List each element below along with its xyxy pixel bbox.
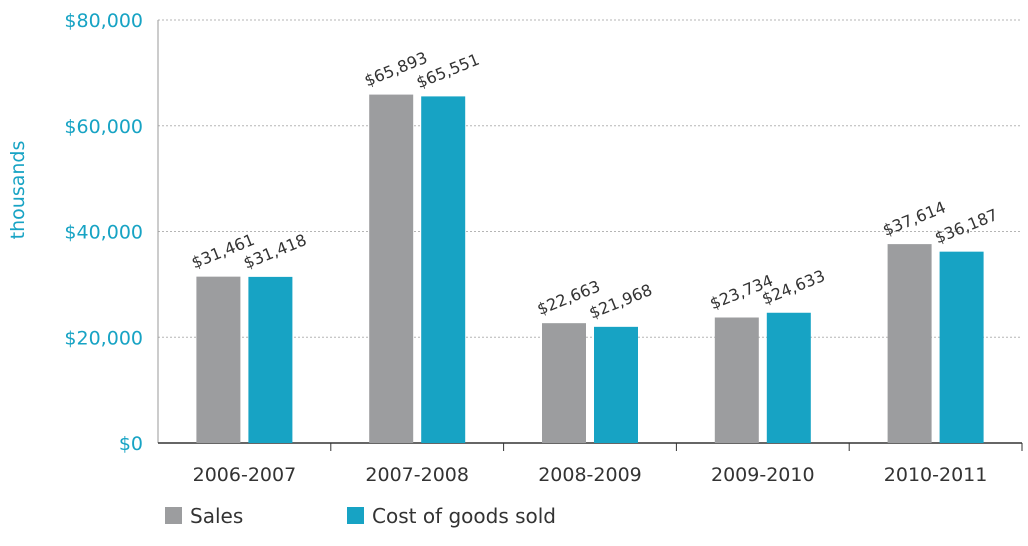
legend-swatch <box>165 507 182 524</box>
y-axis-title: thousands <box>7 141 29 240</box>
x-tick-label: 2009-2010 <box>711 464 815 486</box>
x-tick-label: 2010-2011 <box>884 464 988 486</box>
legend-label: Cost of goods sold <box>372 504 556 528</box>
x-tick-label: 2007-2008 <box>365 464 469 486</box>
bar-sales <box>542 323 586 443</box>
bar-cost-of-goods-sold <box>248 276 293 443</box>
bar-cost-of-goods-sold <box>766 312 811 443</box>
bar-cost-of-goods-sold <box>594 326 638 443</box>
data-label: $24,633 <box>759 266 827 308</box>
legend-swatch <box>347 507 364 524</box>
x-tick-label: 2008-2009 <box>538 464 642 486</box>
bar-cost-of-goods-sold <box>939 251 984 443</box>
bar-sales <box>887 244 932 443</box>
y-tick-label: $60,000 <box>64 116 143 138</box>
bars <box>196 94 984 444</box>
bar-sales <box>714 317 759 443</box>
axes: $0 $20,000 $40,000 $60,000 $80,000 thousands 2… <box>7 10 1023 486</box>
y-tick-label: $80,000 <box>64 10 143 32</box>
legend: Sales Cost of goods sold <box>165 504 556 528</box>
legend-label: Sales <box>190 504 243 528</box>
y-tick-label: $0 <box>119 433 143 455</box>
y-tick-label: $40,000 <box>64 222 143 244</box>
data-labels: $31,461$31,418$65,893$65,551$22,663$21,9… <box>189 48 1001 323</box>
bar-sales <box>196 276 241 443</box>
bar-sales <box>369 94 414 443</box>
bar-cost-of-goods-sold <box>421 96 466 444</box>
x-tick-label: 2006-2007 <box>193 464 297 486</box>
y-tick-label: $20,000 <box>64 327 143 349</box>
gridlines <box>158 19 1022 338</box>
